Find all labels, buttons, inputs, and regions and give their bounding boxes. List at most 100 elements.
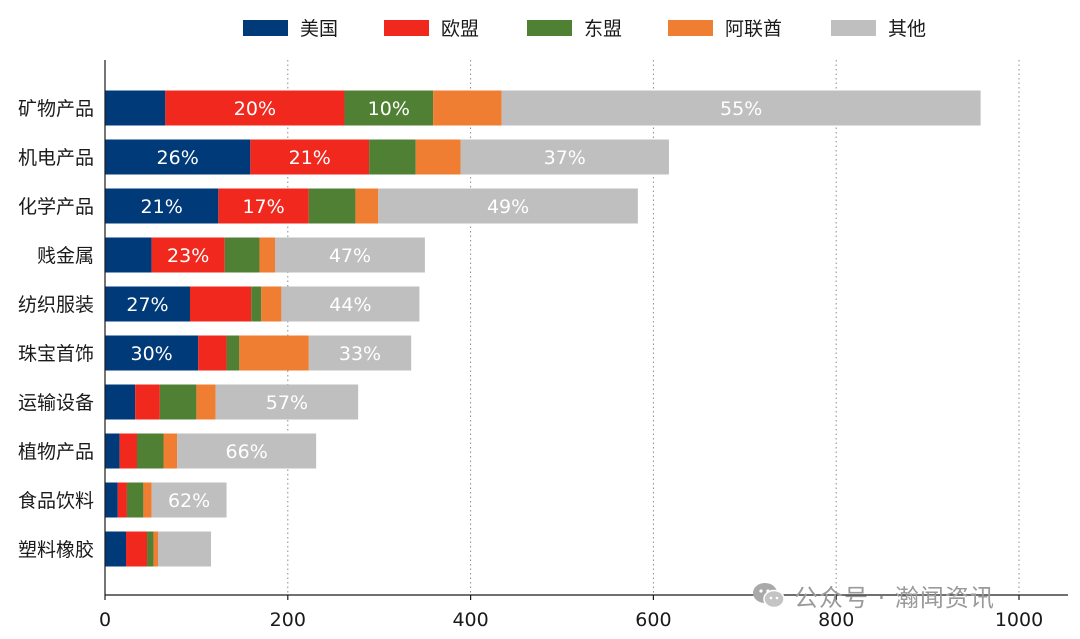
data-label-6: 21%: [141, 196, 183, 218]
category-label-2: 化学产品: [18, 196, 94, 218]
category-label-3: 贱金属: [37, 245, 94, 267]
data-label-16: 66%: [226, 441, 268, 463]
data-label-8: 49%: [487, 196, 529, 218]
bar-0-4: [501, 90, 981, 126]
bar-1-3: [415, 139, 461, 175]
data-label-1: 10%: [368, 98, 410, 120]
bar-3-2: [224, 237, 260, 273]
bar-2-3: [355, 188, 379, 224]
bar-0-0: [105, 90, 166, 126]
bar-7-4: [177, 433, 317, 469]
category-label-7: 植物产品: [18, 441, 94, 463]
legend-swatch-0: [243, 20, 288, 36]
legend-label-3: 阿联酋: [725, 18, 782, 40]
bar-9-3: [153, 531, 159, 567]
data-label-7: 17%: [242, 196, 284, 218]
bar-7-2: [136, 433, 164, 469]
category-label-5: 珠宝首饰: [18, 343, 94, 365]
watermark-text: 公众号 · 瀚闻资讯: [794, 584, 995, 612]
legend-swatch-4: [831, 20, 876, 36]
bar-6-3: [196, 384, 216, 420]
bar-2-1: [218, 188, 309, 224]
bar-5-1: [198, 335, 227, 371]
legend-swatch-2: [527, 20, 572, 36]
bar-6-2: [159, 384, 197, 420]
data-label-13: 30%: [130, 343, 172, 365]
bar-1-0: [105, 139, 251, 175]
bar-9-1: [126, 531, 148, 567]
bar-6-1: [135, 384, 160, 420]
category-label-1: 机电产品: [18, 147, 94, 169]
bar-4-4: [281, 286, 420, 322]
legend-swatch-3: [668, 20, 713, 36]
bar-6-4: [215, 384, 359, 420]
bar-5-4: [308, 335, 412, 371]
legend: 美国 欧盟 东盟 阿联酋 其他: [243, 18, 926, 40]
wechat-icon: [753, 582, 785, 608]
data-label-17: 62%: [168, 490, 210, 512]
data-label-11: 27%: [126, 294, 168, 316]
bar-9-2: [147, 531, 154, 567]
bar-1-1: [250, 139, 370, 175]
legend-swatch-1: [384, 20, 429, 36]
data-label-10: 47%: [329, 245, 371, 267]
bar-4-0: [105, 286, 191, 322]
x-tick-label-200: 200: [270, 609, 306, 631]
legend-label-0: 美国: [300, 18, 338, 40]
bar-3-1: [151, 237, 225, 273]
x-tick-label-800: 800: [818, 609, 854, 631]
bar-2-0: [105, 188, 219, 224]
data-label-3: 26%: [157, 147, 199, 169]
bar-4-2: [251, 286, 262, 322]
bar-7-1: [119, 433, 137, 469]
bar-5-3: [239, 335, 309, 371]
bar-8-2: [126, 482, 144, 518]
data-label-12: 44%: [329, 294, 371, 316]
bar-3-3: [259, 237, 276, 273]
bars: [105, 90, 981, 567]
data-label-5: 37%: [544, 147, 586, 169]
bar-7-3: [163, 433, 178, 469]
watermark: 公众号 · 瀚闻资讯: [752, 578, 995, 613]
data-label-4: 21%: [289, 147, 331, 169]
bar-4-3: [261, 286, 282, 322]
bar-1-4: [460, 139, 669, 175]
category-label-6: 运输设备: [18, 392, 94, 414]
bar-0-2: [344, 90, 434, 126]
data-label-14: 33%: [339, 343, 381, 365]
bar-8-3: [143, 482, 152, 518]
data-label-15: 57%: [266, 392, 308, 414]
category-label-8: 食品饮料: [18, 490, 94, 512]
bar-1-2: [369, 139, 416, 175]
x-tick-label-0: 0: [99, 609, 111, 631]
legend-label-4: 其他: [888, 18, 926, 40]
bar-6-0: [105, 384, 136, 420]
x-tick-label-1000: 1000: [995, 609, 1043, 631]
bar-5-2: [226, 335, 240, 371]
bar-2-2: [308, 188, 356, 224]
bar-8-0: [105, 482, 118, 518]
bar-4-1: [190, 286, 252, 322]
bar-3-4: [275, 237, 425, 273]
data-label-0: 20%: [234, 98, 276, 120]
legend-label-1: 欧盟: [441, 18, 479, 40]
bar-3-0: [105, 237, 152, 273]
category-label-0: 矿物产品: [18, 98, 94, 120]
bar-5-0: [105, 335, 199, 371]
gridlines: [287, 60, 1020, 595]
category-label-4: 纺织服装: [18, 294, 94, 316]
bar-8-4: [151, 482, 227, 518]
bar-0-3: [433, 90, 502, 126]
data-label-9: 23%: [167, 245, 209, 267]
axes: 0 200 400 600 800 1000: [99, 60, 1068, 631]
category-label-9: 塑料橡胶: [18, 539, 94, 561]
x-tick-label-400: 400: [452, 609, 488, 631]
data-label-2: 55%: [720, 98, 762, 120]
bar-7-0: [105, 433, 120, 469]
legend-label-2: 东盟: [584, 18, 622, 40]
x-tick-label-600: 600: [635, 609, 671, 631]
bar-9-0: [105, 531, 127, 567]
bar-9-4: [158, 531, 212, 567]
bar-0-1: [165, 90, 345, 126]
